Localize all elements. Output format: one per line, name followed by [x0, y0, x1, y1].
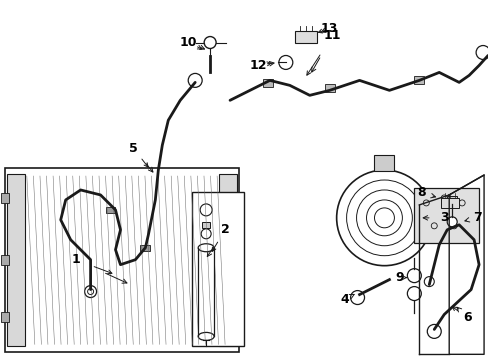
Bar	[447, 196, 456, 204]
Text: 1: 1	[71, 253, 80, 266]
Text: 5: 5	[129, 141, 138, 155]
Text: 2: 2	[220, 223, 229, 236]
Circle shape	[447, 217, 456, 227]
Text: 12: 12	[249, 59, 266, 72]
Text: 10: 10	[179, 36, 197, 49]
Bar	[235, 213, 243, 223]
Bar	[413, 188, 478, 243]
Bar	[5, 168, 239, 352]
Circle shape	[475, 45, 488, 59]
Text: 9: 9	[394, 271, 403, 284]
Bar	[324, 84, 334, 92]
Text: 3: 3	[439, 211, 447, 224]
Bar	[294, 31, 316, 42]
Circle shape	[427, 324, 440, 338]
Bar	[263, 80, 272, 87]
Circle shape	[203, 37, 216, 49]
Bar	[413, 76, 424, 84]
Circle shape	[188, 73, 202, 87]
Text: 6: 6	[462, 311, 470, 324]
Bar	[374, 155, 394, 171]
Circle shape	[278, 55, 292, 69]
Bar	[235, 298, 243, 307]
Bar	[192, 192, 244, 346]
Circle shape	[350, 291, 364, 305]
Text: 11: 11	[323, 29, 341, 42]
Bar	[1, 193, 9, 203]
Text: 4: 4	[340, 293, 348, 306]
Bar	[202, 222, 210, 228]
Text: 13: 13	[320, 22, 338, 35]
Bar	[7, 174, 25, 346]
Bar	[219, 174, 237, 346]
Circle shape	[84, 285, 96, 298]
Bar	[1, 312, 9, 323]
Circle shape	[336, 170, 431, 266]
Bar	[440, 198, 458, 208]
Text: 8: 8	[416, 186, 425, 199]
Text: 7: 7	[472, 211, 481, 224]
Circle shape	[407, 287, 421, 301]
Circle shape	[407, 269, 421, 283]
Bar	[105, 207, 115, 213]
Bar	[140, 245, 150, 251]
Bar	[1, 255, 9, 265]
